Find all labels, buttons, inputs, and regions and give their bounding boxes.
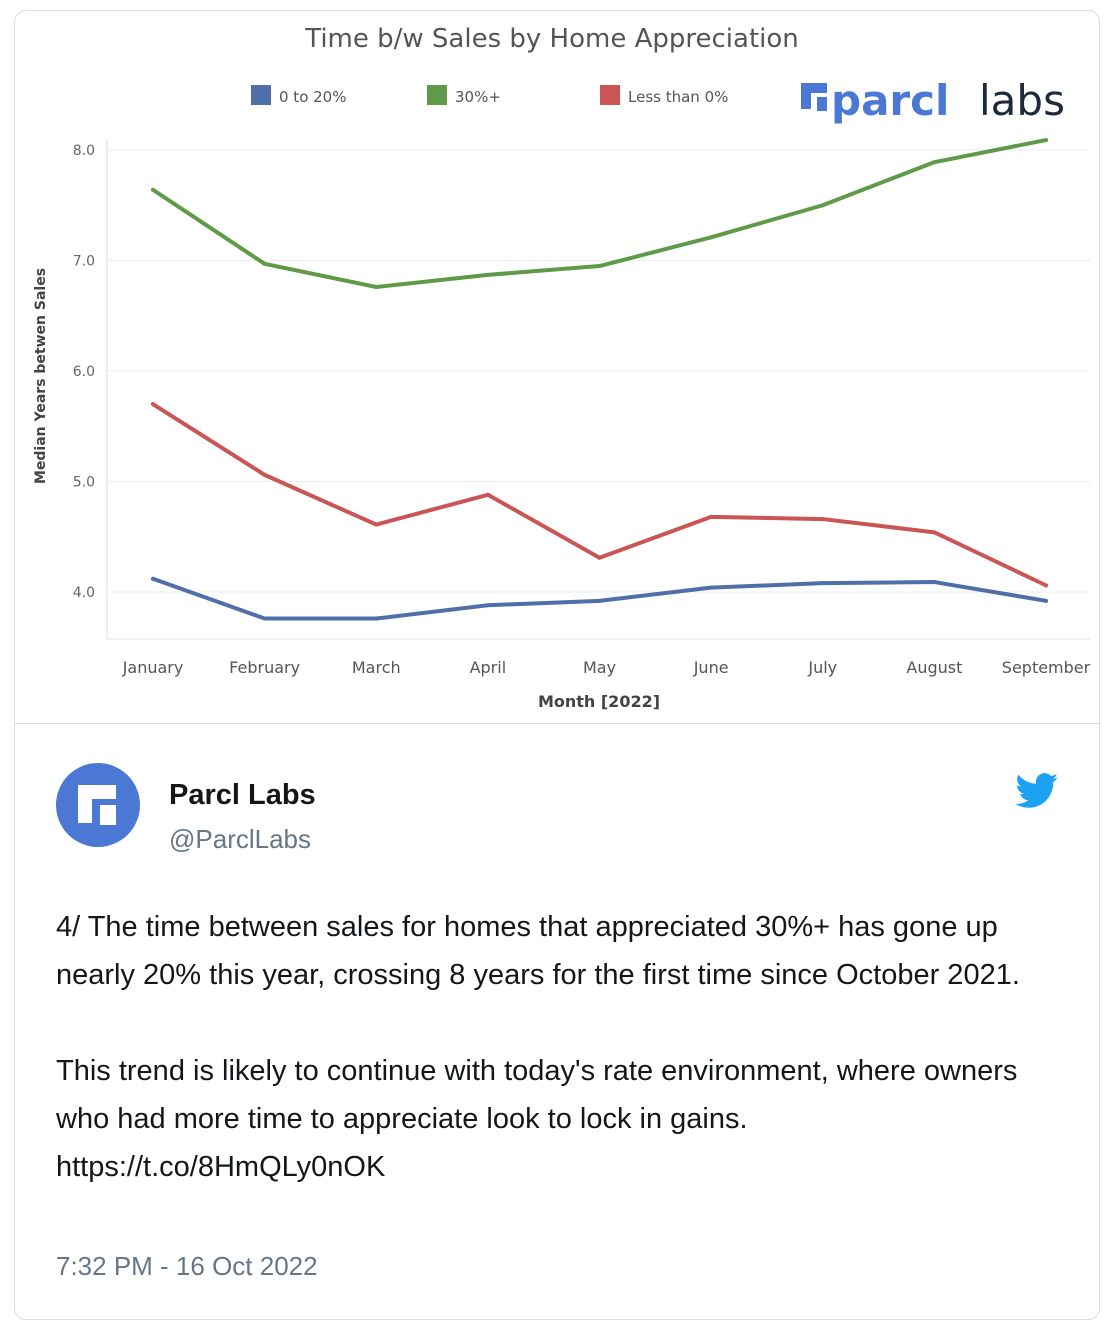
data-point [709,585,714,590]
x-tick-label: February [229,658,300,677]
y-tick-labels: 4.0 5.0 6.0 7.0 8.0 [73,143,95,601]
data-point [262,261,267,266]
y-tick-label: 4.0 [73,585,95,601]
legend-label-2: Less than 0% [628,88,728,106]
tweet-text-p2: This trend is likely to continue with to… [56,1055,1026,1135]
twitter-bird-glyph [1015,773,1058,808]
display-name[interactable]: Parcl Labs [169,779,316,811]
data-point [820,203,825,208]
tweet-text: 4/ The time between sales for homes that… [56,903,1066,1191]
x-tick-label: January [122,658,184,677]
logo-word-parcl: parcl [831,76,949,125]
data-point [374,522,379,527]
series-line-0 [151,576,1048,621]
x-tick-label: June [693,658,729,677]
data-point [1044,598,1048,603]
data-point [151,576,155,581]
data-point [820,581,825,586]
data-point [485,272,490,277]
data-point [485,603,490,608]
data-point [485,492,490,497]
legend-swatch-1 [427,85,447,105]
x-tick-label: September [1002,658,1091,677]
data-point [374,285,379,290]
data-point [1044,583,1048,588]
x-tick-label: July [807,658,837,677]
x-tick-label: May [583,658,616,677]
data-point [597,264,602,269]
data-point [151,187,155,192]
y-tick-label: 6.0 [73,364,95,380]
data-point [597,555,602,560]
tweet-body: Parcl Labs @ParclLabs 4/ The time betwee… [15,723,1099,1319]
legend-swatch-2 [600,85,620,105]
parcl-logo-icon [78,785,116,825]
legend-label-1: 30%+ [455,88,501,106]
tweet-text-p1: 4/ The time between sales for homes that… [56,911,1020,991]
legend-label-0: 0 to 20% [279,88,346,106]
data-point [1044,138,1048,143]
x-axis-label: Month [2022] [538,692,660,711]
x-tick-labels: January February March April May June July Augu… [122,658,1091,677]
tweet-card[interactable]: Time b/w Sales by Home Appreciation 0 to… [14,10,1100,1320]
legend-swatch-0 [251,85,271,105]
series-lines [151,138,1048,621]
line-chart: Time b/w Sales by Home Appreciation 0 to… [33,24,1091,711]
data-point [597,598,602,603]
parcl-labs-logo: parcl labs [801,76,1065,125]
x-tick-label: August [906,658,962,677]
chart-legend: 0 to 20% 30%+ Less than 0% [251,85,728,106]
y-tick-label: 7.0 [73,254,95,270]
data-point [932,580,937,585]
data-point [151,402,155,407]
data-point [820,517,825,522]
logo-word-labs: labs [979,76,1065,125]
y-axis-label: Median Years betwen Sales [33,268,49,484]
x-tick-label: March [352,658,401,677]
data-point [374,616,379,621]
timestamp[interactable]: 7:32 PM - 16 Oct 2022 [56,1251,318,1281]
twitter-bird-icon[interactable] [1015,773,1059,814]
data-point [932,160,937,165]
data-point [709,514,714,519]
avatar[interactable] [56,763,140,847]
data-point [709,235,714,240]
data-point [932,530,937,535]
user-handle[interactable]: @ParclLabs [169,824,312,854]
tweet-media-image[interactable]: Time b/w Sales by Home Appreciation 0 to… [15,11,1099,724]
grid-lines [107,149,1090,593]
tweet-link[interactable]: https://t.co/8HmQLy0nOK [56,1151,386,1183]
y-tick-label: 5.0 [73,475,95,491]
chart-title: Time b/w Sales by Home Appreciation [304,24,799,54]
y-tick-label: 8.0 [73,143,95,159]
x-tick-label: April [470,658,507,677]
data-point [262,616,267,621]
parcl-mark-icon [801,83,827,111]
data-point [262,472,267,477]
